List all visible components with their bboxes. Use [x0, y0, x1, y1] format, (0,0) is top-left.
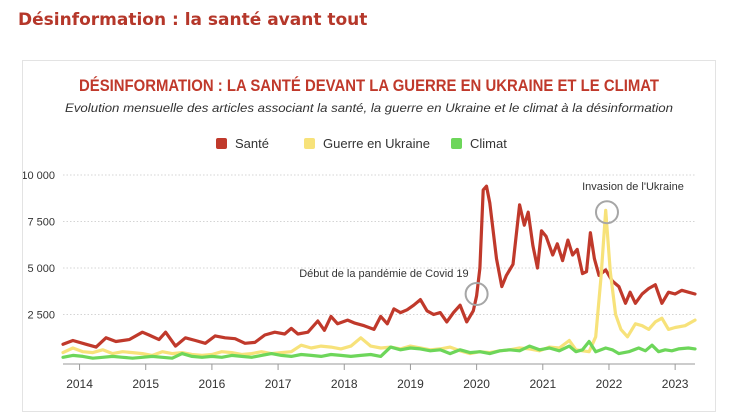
x-tick-label: 2020 — [463, 377, 490, 391]
y-tick-label: 5 000 — [27, 263, 55, 275]
x-tick-label: 2015 — [132, 377, 159, 391]
annotation-label: Invasion de l'Ukraine — [582, 181, 684, 193]
y-tick-label: 10 000 — [23, 170, 55, 182]
legend-label-climat: Climat — [470, 136, 507, 151]
grid-layer — [63, 174, 695, 315]
chart-title: DÉSINFORMATION : LA SANTÉ DEVANT LA GUER… — [79, 76, 660, 95]
x-axis: 2014 2015 2016 2017 2018 2019 2020 2021 2022 2023 — [63, 363, 695, 391]
x-tick-label: 2022 — [596, 377, 623, 391]
legend-label-sante: Santé — [235, 136, 269, 151]
x-tick-label: 2018 — [331, 377, 358, 391]
series-layer — [61, 184, 697, 360]
annotation-label: Début de la pandémie de Covid 19 — [299, 268, 468, 280]
legend-swatch-climat — [451, 138, 462, 149]
y-tick-label: 7 500 — [27, 217, 55, 229]
series-line-climat — [61, 339, 697, 360]
x-tick-label: 2017 — [265, 377, 292, 391]
y-tick-label: 2 500 — [27, 310, 55, 322]
x-tick-label: 2016 — [199, 377, 226, 391]
legend-item-guerre: Guerre en Ukraine — [304, 136, 430, 151]
y-axis: 2 500 5 000 7 500 10 000 — [21, 170, 55, 322]
legend-item-climat: Climat — [451, 136, 507, 151]
x-tick-label: 2023 — [662, 377, 689, 391]
chart-card: DÉSINFORMATION : LA SANTÉ DEVANT LA GUER… — [21, 60, 716, 412]
annotation-layer: Début de la pandémie de Covid 19 Invasion… — [299, 181, 684, 307]
page-heading: Désinformation : la santé avant tout — [18, 10, 368, 30]
legend-swatch-guerre — [304, 138, 315, 149]
x-tick-label: 2021 — [529, 377, 556, 391]
legend-swatch-sante — [216, 138, 227, 149]
annotation-marker — [594, 200, 619, 225]
annotation-marker — [464, 282, 489, 307]
x-tick-label: 2019 — [397, 377, 424, 391]
x-tick-label: 2014 — [66, 377, 93, 391]
series-line-guerre-en-ukraine — [61, 208, 697, 357]
legend: Santé Guerre en Ukraine Climat — [216, 136, 507, 151]
series-line-sante — [61, 184, 697, 349]
legend-item-sante: Santé — [216, 136, 269, 151]
chart-svg: DÉSINFORMATION : LA SANTÉ DEVANT LA GUER… — [21, 76, 697, 391]
chart-subtitle: Evolution mensuelle des articles associa… — [65, 101, 673, 115]
legend-label-guerre: Guerre en Ukraine — [323, 136, 430, 151]
